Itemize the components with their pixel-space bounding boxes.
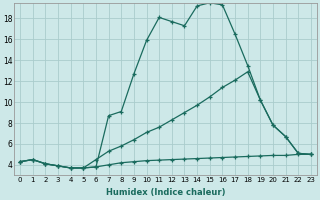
X-axis label: Humidex (Indice chaleur): Humidex (Indice chaleur) [106,188,225,197]
